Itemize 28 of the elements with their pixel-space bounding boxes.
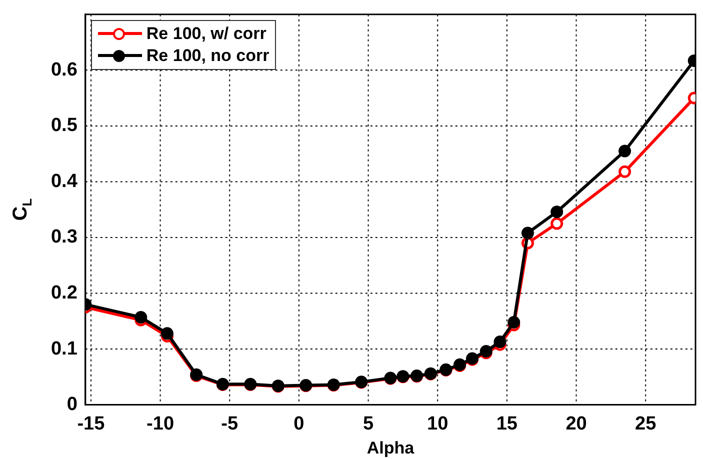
y-tick-label: 0.3 <box>50 226 78 248</box>
y-tick-label: 0.6 <box>50 59 78 80</box>
point <box>508 316 520 329</box>
point <box>618 144 632 158</box>
x-tick-label: 10 <box>427 413 448 434</box>
x-tick-label: -10 <box>146 413 174 434</box>
y-tick-label: 0.1 <box>50 338 78 360</box>
x-axis-title: Alpha <box>366 438 415 458</box>
legend-label: Re 100, no corr <box>146 46 270 66</box>
x-tick-label: 0 <box>294 413 304 434</box>
point <box>618 165 632 178</box>
y-tick-label: 0.5 <box>50 115 78 136</box>
point <box>550 217 564 230</box>
y-tick-label: 0 <box>66 394 78 416</box>
x-tick-label: 25 <box>635 413 657 434</box>
x-tick-label: -15 <box>77 413 106 434</box>
y-tick-label: 0.4 <box>50 170 78 192</box>
point <box>550 206 564 218</box>
point <box>494 336 506 348</box>
legend-label: Re 100, w/ corr <box>146 24 266 44</box>
point <box>134 310 148 324</box>
point <box>160 327 174 340</box>
x-tick-label: 20 <box>566 413 587 434</box>
y-tick-label: 0.2 <box>50 282 78 304</box>
point <box>521 226 534 240</box>
x-tick-label: 5 <box>362 413 374 434</box>
x-tick-label: -5 <box>221 413 238 434</box>
x-tick-label: 15 <box>496 413 518 434</box>
